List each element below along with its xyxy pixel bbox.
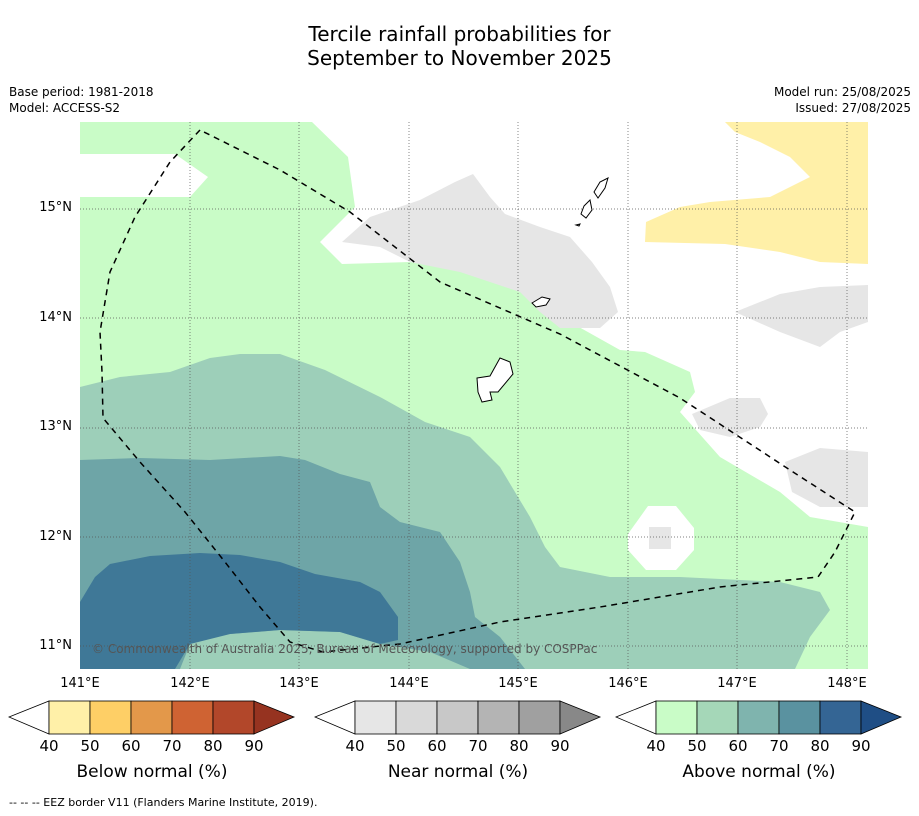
title-line-1: Tercile rainfall probabilities for <box>308 22 611 46</box>
lon-label-146: 146°E <box>608 676 648 691</box>
colorbar-arrow-low <box>314 700 356 735</box>
island-outlines <box>476 177 609 403</box>
colorbar-tick-label: 40 <box>39 737 59 755</box>
model-name: Model: ACCESS-S2 <box>9 101 121 115</box>
colorbar-below <box>8 700 296 735</box>
above-50-band-bottom <box>180 630 470 669</box>
colorbar-segment <box>696 700 739 735</box>
colorbar-tick-label: 70 <box>162 737 182 755</box>
colorbar-tick-label: 80 <box>509 737 529 755</box>
colorbar-above <box>615 700 903 735</box>
lat-label-12: 12°N <box>39 529 72 544</box>
lon-label-141: 141°E <box>60 676 100 691</box>
colorbar-tick-label: 70 <box>468 737 488 755</box>
colorbar-segment <box>171 700 214 735</box>
lon-label-145: 145°E <box>498 676 538 691</box>
colorbar-segment <box>518 700 561 735</box>
colorbar-below-label: Below normal (%) <box>76 762 228 782</box>
colorbar-segment <box>436 700 479 735</box>
eez-footnote: -- -- -- EEZ border V11 (Flanders Marine… <box>9 796 318 809</box>
eez-border <box>99 129 856 653</box>
copyright-note: © Commonwealth of Australia 2025, Bureau… <box>92 642 598 656</box>
colorbar-segment <box>48 700 91 735</box>
colorbar-segment <box>819 700 862 735</box>
colorbar-segment <box>655 700 698 735</box>
colorbar-tick-label: 50 <box>687 737 707 755</box>
colorbar-segment <box>130 700 173 735</box>
near-40-region-b <box>735 285 868 347</box>
colorbar-arrow-high <box>559 700 602 735</box>
colorbar-segment <box>395 700 438 735</box>
colorbar-segment <box>354 700 397 735</box>
colorbar-tick-label: 90 <box>244 737 264 755</box>
colorbar-tick-label: 40 <box>345 737 365 755</box>
near-40-region-d <box>785 448 868 507</box>
map-title: Tercile rainfall probabilities for Septe… <box>0 22 919 70</box>
white-patch <box>80 154 208 197</box>
colorbar-tick-label: 40 <box>646 737 666 755</box>
colorbar-tick-label: 50 <box>386 737 406 755</box>
colorbar-tick-label: 80 <box>810 737 830 755</box>
colorbar-arrow-low <box>8 700 50 735</box>
lon-label-142: 142°E <box>170 676 210 691</box>
colorbar-above-label: Above normal (%) <box>682 762 836 782</box>
island-guam <box>476 357 514 403</box>
colorbar-tick-label: 90 <box>851 737 871 755</box>
colorbar-segment <box>778 700 821 735</box>
colorbar-arrow-high <box>860 700 903 735</box>
model-run: Model run: 25/08/2025 <box>773 85 911 99</box>
lon-label-148: 148°E <box>827 676 867 691</box>
lat-label-15: 15°N <box>39 200 72 215</box>
below-40-region <box>645 122 868 264</box>
colorbar-tick-label: 70 <box>769 737 789 755</box>
colorbar-tick-label: 60 <box>728 737 748 755</box>
island-small <box>574 223 581 227</box>
lon-label-143: 143°E <box>279 676 319 691</box>
colorbar-near <box>314 700 602 735</box>
above-70-region <box>80 553 398 669</box>
colorbar-arrow-low <box>615 700 657 735</box>
colorbar-tick-label: 60 <box>121 737 141 755</box>
colorbar-tick-label: 80 <box>203 737 223 755</box>
near-40-region-c <box>692 398 768 437</box>
lon-label-147: 147°E <box>717 676 757 691</box>
lon-label-144: 144°E <box>389 676 429 691</box>
title-line-2: September to November 2025 <box>307 46 612 70</box>
colorbar-segment <box>477 700 520 735</box>
colorbar-arrow-high <box>253 700 296 735</box>
colorbar-tick-label: 60 <box>427 737 447 755</box>
island-tinian <box>580 198 593 219</box>
probability-map <box>80 122 868 669</box>
colorbar-near-label: Near normal (%) <box>387 762 529 782</box>
near-40-region-a <box>342 174 618 328</box>
lat-label-13: 13°N <box>39 419 72 434</box>
lat-label-11: 11°N <box>39 638 72 653</box>
island-saipan <box>593 177 609 199</box>
colorbar-tick-label: 90 <box>550 737 570 755</box>
base-period: Base period: 1981-2018 <box>9 85 154 99</box>
colorbar-tick-label: 50 <box>80 737 100 755</box>
lat-label-14: 14°N <box>39 310 72 325</box>
near-40-square <box>649 527 671 549</box>
meta-right: Model run: 25/08/2025 Issued: 27/08/2025 <box>774 84 911 116</box>
meta-left: Base period: 1981-2018 Model: ACCESS-S2 <box>9 84 154 116</box>
colorbar-segment <box>212 700 255 735</box>
graticule <box>80 122 868 669</box>
colorbar-segment <box>89 700 132 735</box>
issued-date: Issued: 27/08/2025 <box>795 101 911 115</box>
island-rota <box>531 296 551 308</box>
colorbar-segment <box>737 700 780 735</box>
